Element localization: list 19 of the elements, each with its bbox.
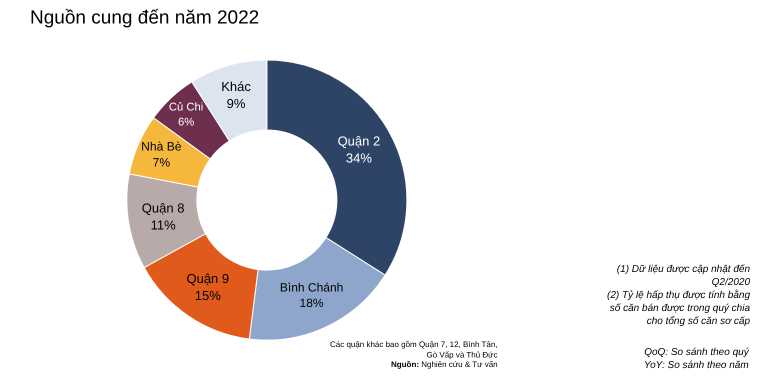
data-label: 6% [178,116,194,128]
slice-label: Khác [221,78,252,94]
slice-label: Quận 8 [142,200,184,216]
data-label: 9% [226,96,246,111]
data-label: 34% [346,150,372,166]
data-label: 11% [150,217,176,232]
slice-label: Quận 2 [338,134,380,149]
slice-label: Nhà Bè [141,140,182,154]
slice-label: Củ Chi [168,102,204,114]
chart-title: Nguồn cung đến năm 2022 [30,7,260,28]
data-label: 18% [300,296,324,310]
text: Nguồn: Nghiên cứu & Tư vấn [391,360,498,369]
data-label: 15% [194,288,222,303]
slice-label: Bình Chánh [280,280,344,294]
text: (1) Dữ liệu được cập nhật đến Q2/2020 (2) Tỷ lệ hấp thụ được tính bằng số căn bán được trong quý chia cho tổng số căn sơ cấp [607,264,750,327]
slice-label: Quận 9 [186,270,230,286]
data-label: 7% [152,155,170,170]
text: Các quận khác bao gồm Quận 7, 12, Bình Tân, Gò Vấp và Thủ Đức [330,340,498,360]
text: QoQ: So sánh theo quý YoY: So sánh theo năm [644,347,750,371]
